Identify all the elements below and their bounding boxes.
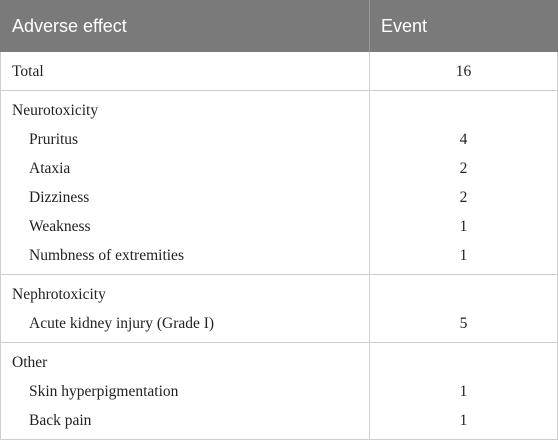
group-nephrotoxicity: Nephrotoxicity Acute kidney injury (Grad… bbox=[0, 274, 558, 343]
group-title-neurotoxicity: Neurotoxicity bbox=[12, 102, 99, 119]
group-title-nephrotoxicity: Nephrotoxicity bbox=[12, 286, 106, 303]
row-label-numbness: Numbness of extremities bbox=[29, 247, 184, 264]
row-value-ataxia: 2 bbox=[459, 160, 468, 177]
group-title-spacer bbox=[370, 348, 557, 377]
row-label-dizziness: Dizziness bbox=[29, 189, 90, 206]
row-label-pruritus: Pruritus bbox=[29, 131, 79, 148]
header-row: Adverse effect Event bbox=[0, 0, 558, 52]
row-value-acute-kidney-injury: 5 bbox=[459, 315, 468, 332]
row-label-ataxia: Ataxia bbox=[29, 160, 71, 177]
total-value: 16 bbox=[455, 63, 472, 80]
group-title-other: Other bbox=[12, 354, 48, 371]
table-row: Other Skin hyperpigmentation Back pain 1… bbox=[0, 342, 558, 440]
row-value-skin-hyperpigmentation: 1 bbox=[459, 383, 468, 400]
header-adverse-effect: Adverse effect bbox=[0, 0, 370, 52]
row-label-skin-hyperpigmentation: Skin hyperpigmentation bbox=[29, 383, 179, 400]
table-row: Nephrotoxicity Acute kidney injury (Grad… bbox=[0, 274, 558, 343]
row-label-back-pain: Back pain bbox=[29, 412, 92, 429]
group-neurotoxicity: Neurotoxicity Pruritus Ataxia Dizziness … bbox=[0, 90, 558, 275]
group-title-spacer bbox=[370, 96, 557, 125]
group-labels-cell: Neurotoxicity Pruritus Ataxia Dizziness … bbox=[0, 90, 370, 275]
total-label: Total bbox=[12, 63, 44, 80]
table-header: Adverse effect Event bbox=[0, 0, 558, 52]
total-label-cell: Total bbox=[0, 52, 370, 91]
group-values-cell: 1 1 bbox=[369, 342, 558, 440]
table-row: Total 16 bbox=[0, 52, 558, 91]
row-label-acute-kidney-injury: Acute kidney injury (Grade I) bbox=[29, 315, 215, 332]
group-title-spacer bbox=[370, 280, 557, 309]
row-value-back-pain: 1 bbox=[459, 412, 468, 429]
row-value-pruritus: 4 bbox=[459, 131, 468, 148]
group-labels-cell: Other Skin hyperpigmentation Back pain bbox=[0, 342, 370, 440]
table-row: Neurotoxicity Pruritus Ataxia Dizziness … bbox=[0, 90, 558, 275]
total-group: Total 16 bbox=[0, 52, 558, 91]
total-value-cell: 16 bbox=[369, 52, 558, 91]
row-label-weakness: Weakness bbox=[29, 218, 91, 235]
group-values-cell: 5 bbox=[369, 274, 558, 343]
row-value-numbness: 1 bbox=[459, 247, 468, 264]
group-values-cell: 4 2 2 1 1 bbox=[369, 90, 558, 275]
row-value-weakness: 1 bbox=[459, 218, 468, 235]
group-labels-cell: Nephrotoxicity Acute kidney injury (Grad… bbox=[0, 274, 370, 343]
header-event: Event bbox=[369, 0, 558, 52]
row-value-dizziness: 2 bbox=[459, 189, 468, 206]
group-other: Other Skin hyperpigmentation Back pain 1… bbox=[0, 342, 558, 440]
